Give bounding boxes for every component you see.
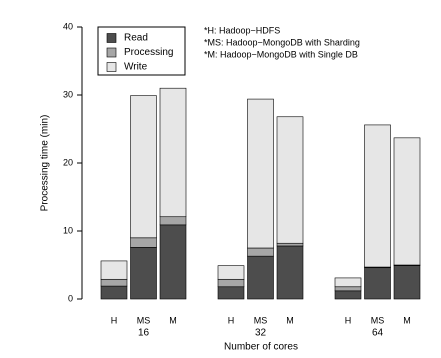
bar-segment: [276, 242, 304, 247]
bar-segment: [130, 95, 157, 239]
bar-segment: [393, 137, 421, 266]
x-tick-label: M: [403, 315, 411, 325]
y-tick-label: 40: [63, 21, 73, 31]
x-tick-label: MS: [137, 315, 151, 325]
bar-segment: [334, 290, 362, 300]
group-label: 16: [138, 328, 150, 339]
x-tick-label: M: [286, 315, 294, 325]
y-tick-label: 20: [63, 157, 73, 167]
y-tick-label: 10: [63, 225, 73, 235]
annotation: *M: Hadoop−MongoDB with Single DB: [204, 49, 358, 59]
bar-segment: [364, 124, 391, 268]
bar-segment: [334, 277, 362, 288]
x-tick-label: M: [169, 315, 177, 325]
bar-segment: [247, 247, 274, 257]
x-tick-label: MS: [254, 315, 268, 325]
group-label: 64: [372, 328, 384, 339]
bar-segment: [159, 224, 187, 300]
bar-segment: [130, 247, 157, 300]
x-tick-label: H: [228, 315, 235, 325]
annotation: *MS: Hadoop−MongoDB with Sharding: [204, 37, 360, 47]
y-tick-label: 0: [68, 293, 73, 303]
legend-swatch: [106, 47, 117, 58]
y-tick-label: 30: [63, 89, 73, 99]
group-label: 32: [255, 328, 267, 339]
annotation: *H: Hadoop−HDFS: [204, 25, 280, 35]
bar-segment: [217, 265, 245, 280]
bar-segment: [334, 286, 362, 292]
bar-segment: [393, 265, 421, 300]
legend-label: Processing: [124, 47, 173, 58]
legend-swatch: [106, 62, 117, 72]
bar-segment: [130, 237, 157, 248]
bar-segment: [276, 245, 304, 300]
bar-segment: [100, 285, 128, 300]
x-axis-title: Number of cores: [224, 342, 298, 353]
bar-segment: [276, 116, 304, 244]
y-axis-title: Processing time (min): [40, 115, 51, 212]
bar-segment: [159, 216, 187, 226]
bar-segment: [247, 255, 274, 300]
bar-segment: [364, 267, 391, 300]
x-tick-label: MS: [371, 315, 385, 325]
legend-label: Read: [124, 33, 148, 44]
bar-segment: [100, 278, 128, 287]
x-tick-label: H: [345, 315, 352, 325]
bar-segment: [100, 260, 128, 280]
bar-segment: [217, 286, 245, 300]
bar-segment: [217, 278, 245, 288]
bar-segment: [247, 98, 274, 249]
bar-segment: [159, 87, 187, 218]
legend-swatch: [106, 33, 117, 43]
x-tick-label: H: [111, 315, 118, 325]
legend-label: Write: [124, 62, 148, 73]
